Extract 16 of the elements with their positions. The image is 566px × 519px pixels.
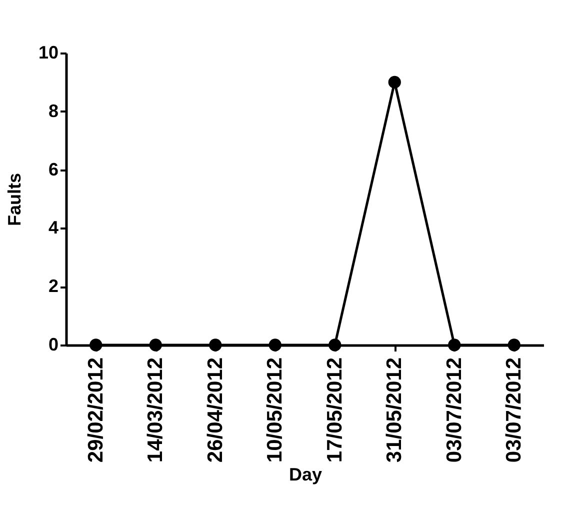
x-tick-label: 31/05/2012 xyxy=(383,358,406,463)
y-tick-label: 0 xyxy=(48,334,58,354)
y-axis-title: Faults xyxy=(4,172,24,226)
y-tick-label: 8 xyxy=(48,100,58,121)
x-tick-label: 26/04/2012 xyxy=(204,358,227,463)
x-tick-label: 29/02/2012 xyxy=(84,358,108,463)
y-tick-label: 6 xyxy=(48,159,58,180)
x-tick-label: 17/05/2012 xyxy=(323,358,346,463)
x-tick-label: 03/07/2012 xyxy=(502,358,526,463)
x-tick-label: 03/07/2012 xyxy=(442,358,466,463)
x-tick-label: 14/03/2012 xyxy=(144,358,168,463)
y-tick-label: 2 xyxy=(48,276,58,296)
x-tick-label: 10/05/2012 xyxy=(264,358,287,463)
x-axis-title: Day xyxy=(288,464,322,485)
y-tick-label: 4 xyxy=(48,218,58,238)
y-tick-label: 10 xyxy=(38,42,58,62)
